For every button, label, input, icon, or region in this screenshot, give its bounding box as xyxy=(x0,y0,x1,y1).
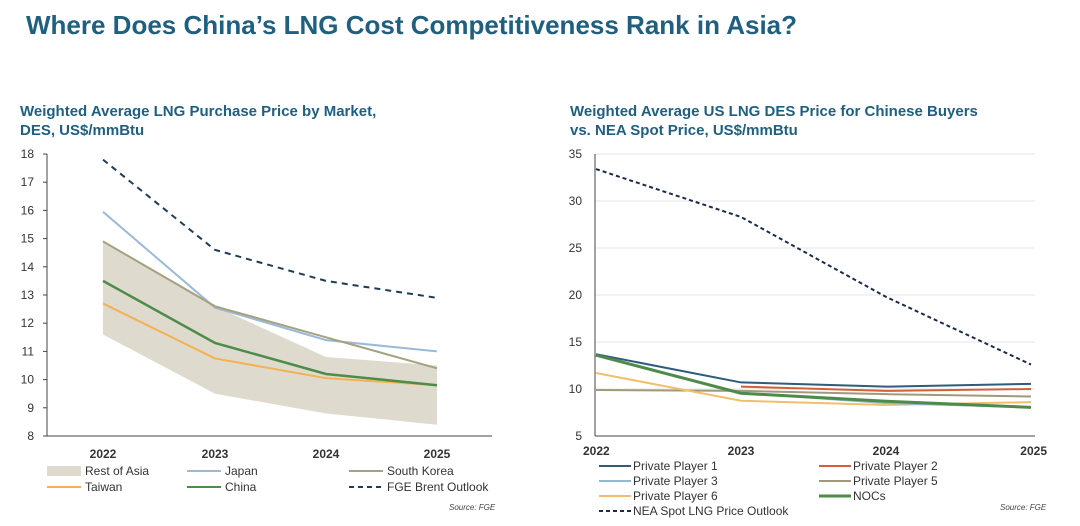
series-nocs xyxy=(595,353,1032,409)
series-south-korea xyxy=(102,240,438,370)
page-title: Where Does China’s LNG Cost Competitiven… xyxy=(26,10,798,40)
chart1-y-tick-label: 10 xyxy=(21,373,35,387)
series-taiwan xyxy=(102,302,438,387)
chart2-x-tick-label: 2022 xyxy=(583,444,610,458)
series-private-player-3 xyxy=(595,354,1032,409)
legend-label-nea-spot-lng-price-outlook: NEA Spot LNG Price Outlook xyxy=(633,504,789,518)
chart1-x-tick-label: 2025 xyxy=(424,447,451,461)
chart2-y-tick-label: 35 xyxy=(569,147,583,161)
legend-label-private-player-1: Private Player 1 xyxy=(633,459,718,473)
series-private-player-2 xyxy=(740,385,1032,392)
chart2-y-tick-label: 5 xyxy=(575,429,582,443)
series-fge-brent-outlook xyxy=(102,158,438,299)
chart1-y-tick-label: 14 xyxy=(21,260,35,274)
legend-label-private-player-6: Private Player 6 xyxy=(633,489,718,503)
chart1-title: Weighted Average LNG Purchase Price by M… xyxy=(20,103,377,139)
legend-label-japan: Japan xyxy=(225,464,258,478)
series-private-player-6 xyxy=(595,372,1032,406)
chart1-y-tick-label: 12 xyxy=(21,316,35,330)
rest-of-asia-band xyxy=(103,241,437,425)
chart1-y-tick-label: 15 xyxy=(21,232,35,246)
chart1-y-tick-label: 8 xyxy=(27,429,34,443)
legend-label-rest-of-asia: Rest of Asia xyxy=(85,464,149,478)
chart1-source: Source: FGE xyxy=(449,503,496,512)
legend-label-private-player-3: Private Player 3 xyxy=(633,474,718,488)
chart2-title: Weighted Average US LNG DES Price for Ch… xyxy=(570,103,978,139)
chart2-x-tick-label: 2025 xyxy=(1020,444,1047,458)
chart1-y-tick-label: 17 xyxy=(21,175,35,189)
legend-label-china: China xyxy=(225,480,257,494)
chart1-y-tick-label: 18 xyxy=(21,147,35,161)
chart2-y-tick-label: 20 xyxy=(569,288,583,302)
chart2-y-tick-label: 15 xyxy=(569,335,583,349)
legend-label-private-player-2: Private Player 2 xyxy=(853,459,938,473)
chart2-y-tick-label: 30 xyxy=(569,194,583,208)
chart2-x-tick-label: 2024 xyxy=(873,444,900,458)
chart1-y-tick-label: 9 xyxy=(27,401,34,415)
series-china xyxy=(102,279,438,387)
legend-label-private-player-5: Private Player 5 xyxy=(853,474,938,488)
series-private-player-1 xyxy=(595,353,1032,388)
chart1-y-tick-label: 11 xyxy=(22,344,35,358)
chart1-purchase-price: 8 9 10 11 12 13 14 15 16 17 18 2022 2023 2024 2025 Rest… xyxy=(21,147,492,494)
chart1-x-tick-label: 2024 xyxy=(313,447,340,461)
chart1-y-tick-label: 13 xyxy=(21,288,35,302)
series-nea-spot-lng-price-outlook xyxy=(595,168,1032,366)
chart1-y-tick-label: 16 xyxy=(21,203,35,217)
legend-label-fge-brent-outlook: FGE Brent Outlook xyxy=(387,480,489,494)
legend-swatch-rest-of-asia xyxy=(47,466,81,476)
chart2-y-tick-label: 25 xyxy=(569,241,583,255)
chart2-y-tick-label: 10 xyxy=(569,382,583,396)
series-private-player-5 xyxy=(595,388,1032,398)
chart1-x-tick-label: 2023 xyxy=(202,447,229,461)
series-japan xyxy=(102,211,438,353)
chart2-x-tick-label: 2023 xyxy=(728,444,755,458)
legend-label-taiwan: Taiwan xyxy=(85,480,122,494)
legend-label-nocs: NOCs xyxy=(853,489,886,503)
legend-label-south-korea: South Korea xyxy=(387,464,454,478)
chart2-source: Source: FGE xyxy=(1000,503,1047,512)
chart1-x-tick-label: 2022 xyxy=(90,447,117,461)
